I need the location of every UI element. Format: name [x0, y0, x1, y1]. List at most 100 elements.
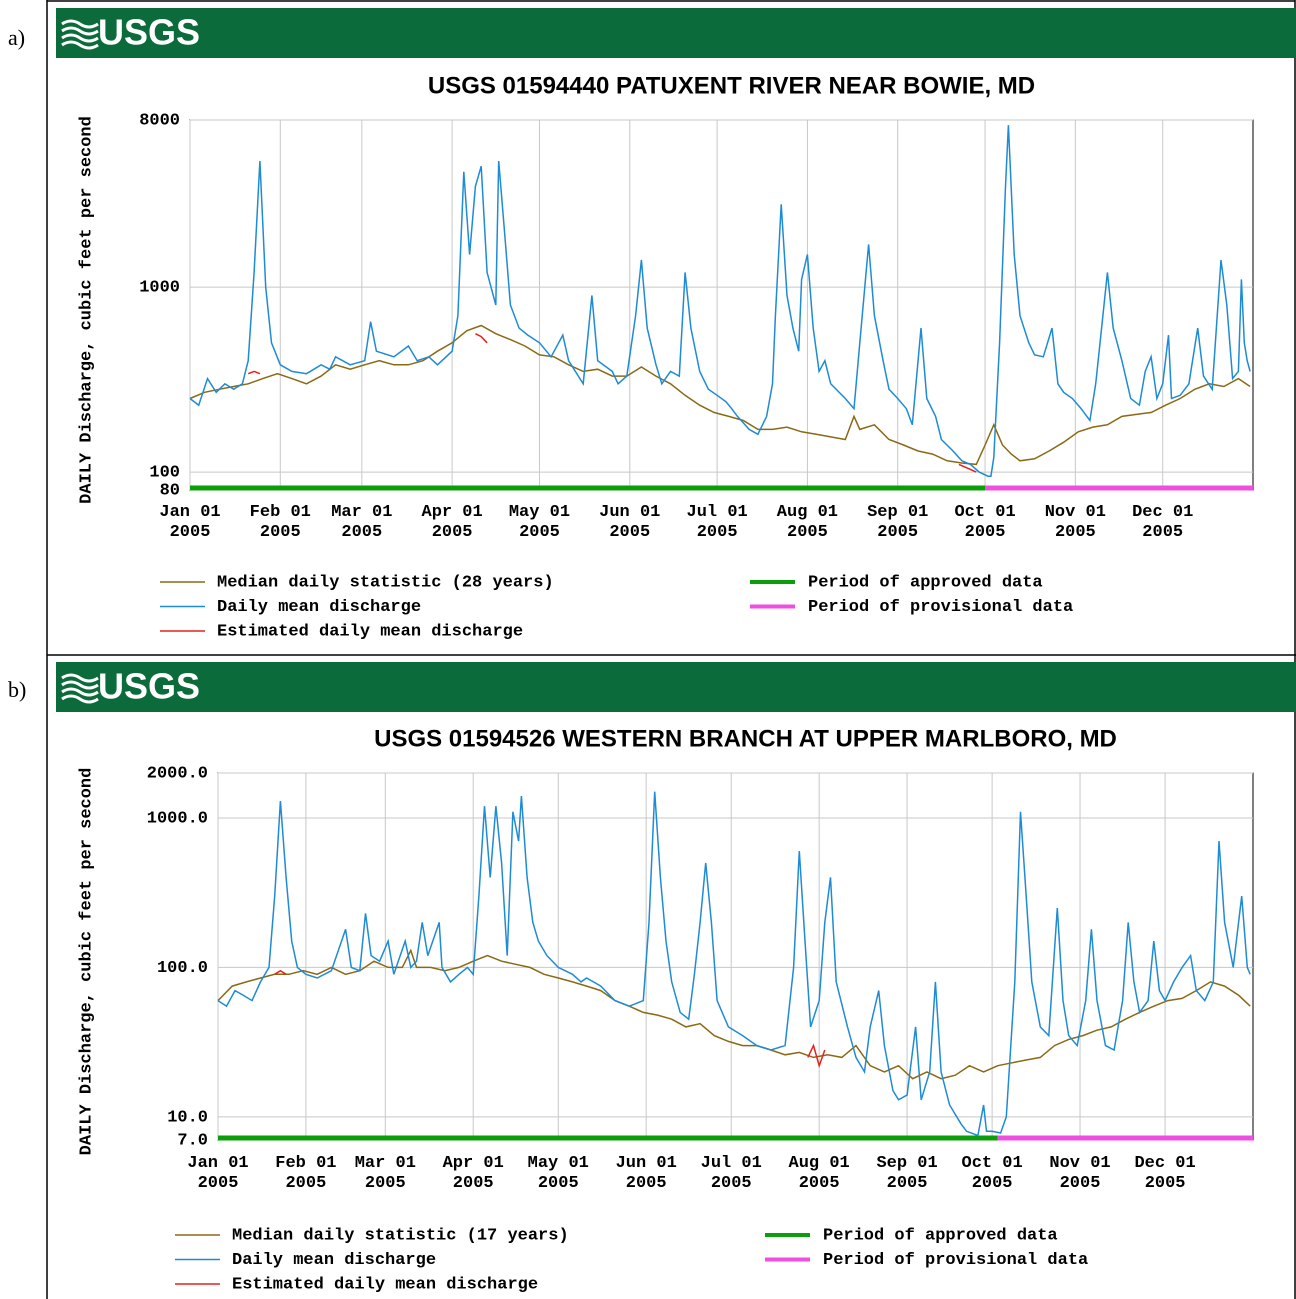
- logo-mark: [61, 19, 99, 29]
- x-tick-label-line: 2005: [626, 1174, 667, 1193]
- legend-label: Period of approved data: [823, 1226, 1058, 1245]
- x-tick-label-line: Feb 01: [275, 1154, 336, 1173]
- y-tick-label: 7.0: [177, 1131, 208, 1150]
- x-tick-label-line: 2005: [1142, 523, 1183, 542]
- x-tick-label-line: 2005: [972, 1174, 1013, 1193]
- x-tick-label-line: May 01: [509, 503, 570, 522]
- logo: USGS: [98, 666, 200, 707]
- x-tick-label-line: 2005: [877, 523, 918, 542]
- x-tick-label-line: 2005: [609, 523, 650, 542]
- x-tick-label: Sep 01 2005: [867, 503, 928, 542]
- x-tick-label-line: Jan 01: [159, 503, 220, 522]
- y-tick-label: 1000: [139, 279, 180, 298]
- series-line: [217, 791, 1251, 1137]
- y-tick-label: 8000: [139, 111, 180, 130]
- logo-mark: [61, 673, 99, 683]
- x-tick-label-line: 2005: [787, 523, 828, 542]
- x-tick-label-line: 2005: [285, 1174, 326, 1193]
- x-tick-label-line: Mar 01: [355, 1154, 416, 1173]
- x-tick-label-line: Oct 01: [962, 1154, 1023, 1173]
- x-tick-label: Aug 01 2005: [777, 503, 838, 542]
- x-tick-label-line: 2005: [519, 523, 560, 542]
- x-tick-label: Jul 01 2005: [701, 1154, 762, 1193]
- x-tick-label: Sep 01 2005: [876, 1154, 937, 1193]
- x-tick-label-line: 2005: [341, 523, 382, 542]
- x-tick-label: Feb 01 2005: [275, 1154, 336, 1193]
- x-tick-label-line: 2005: [260, 523, 301, 542]
- series-line: [247, 333, 977, 473]
- legend-label: Estimated daily mean discharge: [232, 1275, 538, 1294]
- logo-mark: [61, 694, 99, 704]
- x-tick-label-line: 2005: [198, 1174, 239, 1193]
- x-tick-label-line: 2005: [697, 523, 738, 542]
- plot-area: [189, 119, 1254, 491]
- series-line: [189, 125, 1251, 477]
- x-tick-label-line: 2005: [1060, 1174, 1101, 1193]
- x-tick-label-line: Aug 01: [777, 503, 838, 522]
- x-tick-label-line: 2005: [799, 1174, 840, 1193]
- x-tick-label-line: Dec 01: [1134, 1154, 1195, 1173]
- legend-label: Median daily statistic (17 years): [232, 1226, 569, 1245]
- logo-mark: [61, 680, 99, 690]
- panel-label: b): [8, 677, 26, 702]
- x-tick-label-line: 2005: [432, 523, 473, 542]
- legend-label: Estimated daily mean discharge: [217, 622, 523, 641]
- legend-label: Median daily statistic (28 years): [217, 573, 554, 592]
- legend-label: Daily mean discharge: [217, 598, 421, 617]
- y-axis-label: DAILY Discharge, cubic feet per second: [77, 116, 96, 504]
- x-tick-label: Mar 01 2005: [355, 1154, 416, 1193]
- legend-label: Daily mean discharge: [232, 1251, 436, 1270]
- x-tick-label-line: 2005: [965, 523, 1006, 542]
- x-tick-label-line: Nov 01: [1049, 1154, 1110, 1173]
- y-tick-label: 100.0: [157, 959, 208, 978]
- x-tick-label: Oct 01 2005: [962, 1154, 1023, 1193]
- y-tick-label: 2000.0: [147, 764, 208, 783]
- series-line: [189, 324, 1251, 466]
- series-line: [274, 969, 826, 1069]
- x-tick-label-line: Feb 01: [250, 503, 311, 522]
- x-tick-label-line: 2005: [711, 1174, 752, 1193]
- x-tick-label-line: 2005: [1055, 523, 1096, 542]
- x-tick-label-line: 2005: [365, 1174, 406, 1193]
- x-tick-label: Feb 01 2005: [250, 503, 311, 542]
- logo-mark: [61, 687, 99, 697]
- x-tick-label: Jul 01 2005: [687, 503, 748, 542]
- x-tick-label-line: Jul 01: [701, 1154, 762, 1173]
- legend-label: Period of provisional data: [823, 1251, 1088, 1270]
- x-tick-label-line: 2005: [1145, 1174, 1186, 1193]
- x-tick-label: May 01 2005: [528, 1154, 589, 1193]
- y-tick-label: 10.0: [167, 1108, 208, 1127]
- x-tick-label-line: Apr 01: [443, 1154, 504, 1173]
- x-tick-label: Jun 01 2005: [599, 503, 660, 542]
- x-tick-label-line: May 01: [528, 1154, 589, 1173]
- x-tick-label: Dec 01 2005: [1132, 503, 1193, 542]
- x-tick-label-line: Jun 01: [616, 1154, 677, 1173]
- x-tick-label-line: Oct 01: [954, 503, 1015, 522]
- x-tick-label-line: Sep 01: [876, 1154, 937, 1173]
- x-tick-label: May 01 2005: [509, 503, 570, 542]
- x-tick-label-line: Apr 01: [422, 503, 483, 522]
- x-tick-label-line: 2005: [538, 1174, 579, 1193]
- y-tick-label: 1000.0: [147, 809, 208, 828]
- legend-label: Period of provisional data: [808, 598, 1073, 617]
- x-tick-label: Apr 01 2005: [443, 1154, 504, 1193]
- chart-title: USGS 01594526 WESTERN BRANCH AT UPPER MA…: [374, 725, 1117, 752]
- legend-label: Period of approved data: [808, 573, 1043, 592]
- x-tick-label: Oct 01 2005: [954, 503, 1015, 542]
- x-tick-label-line: Jul 01: [687, 503, 748, 522]
- y-tick-label: 80: [160, 481, 180, 500]
- x-tick-label-line: 2005: [453, 1174, 494, 1193]
- banner: [56, 8, 1296, 58]
- x-tick-label: Aug 01 2005: [789, 1154, 850, 1193]
- logo-mark: [61, 26, 99, 36]
- logo: USGS: [98, 12, 200, 53]
- x-tick-label-line: Jan 01: [187, 1154, 248, 1173]
- y-axis-label: DAILY Discharge, cubic feet per second: [77, 768, 96, 1156]
- banner: [56, 662, 1296, 712]
- y-tick-label: 100: [149, 464, 180, 483]
- x-tick-label-line: 2005: [170, 523, 211, 542]
- x-tick-label: Dec 01 2005: [1134, 1154, 1195, 1193]
- x-tick-label: Jan 01 2005: [187, 1154, 248, 1193]
